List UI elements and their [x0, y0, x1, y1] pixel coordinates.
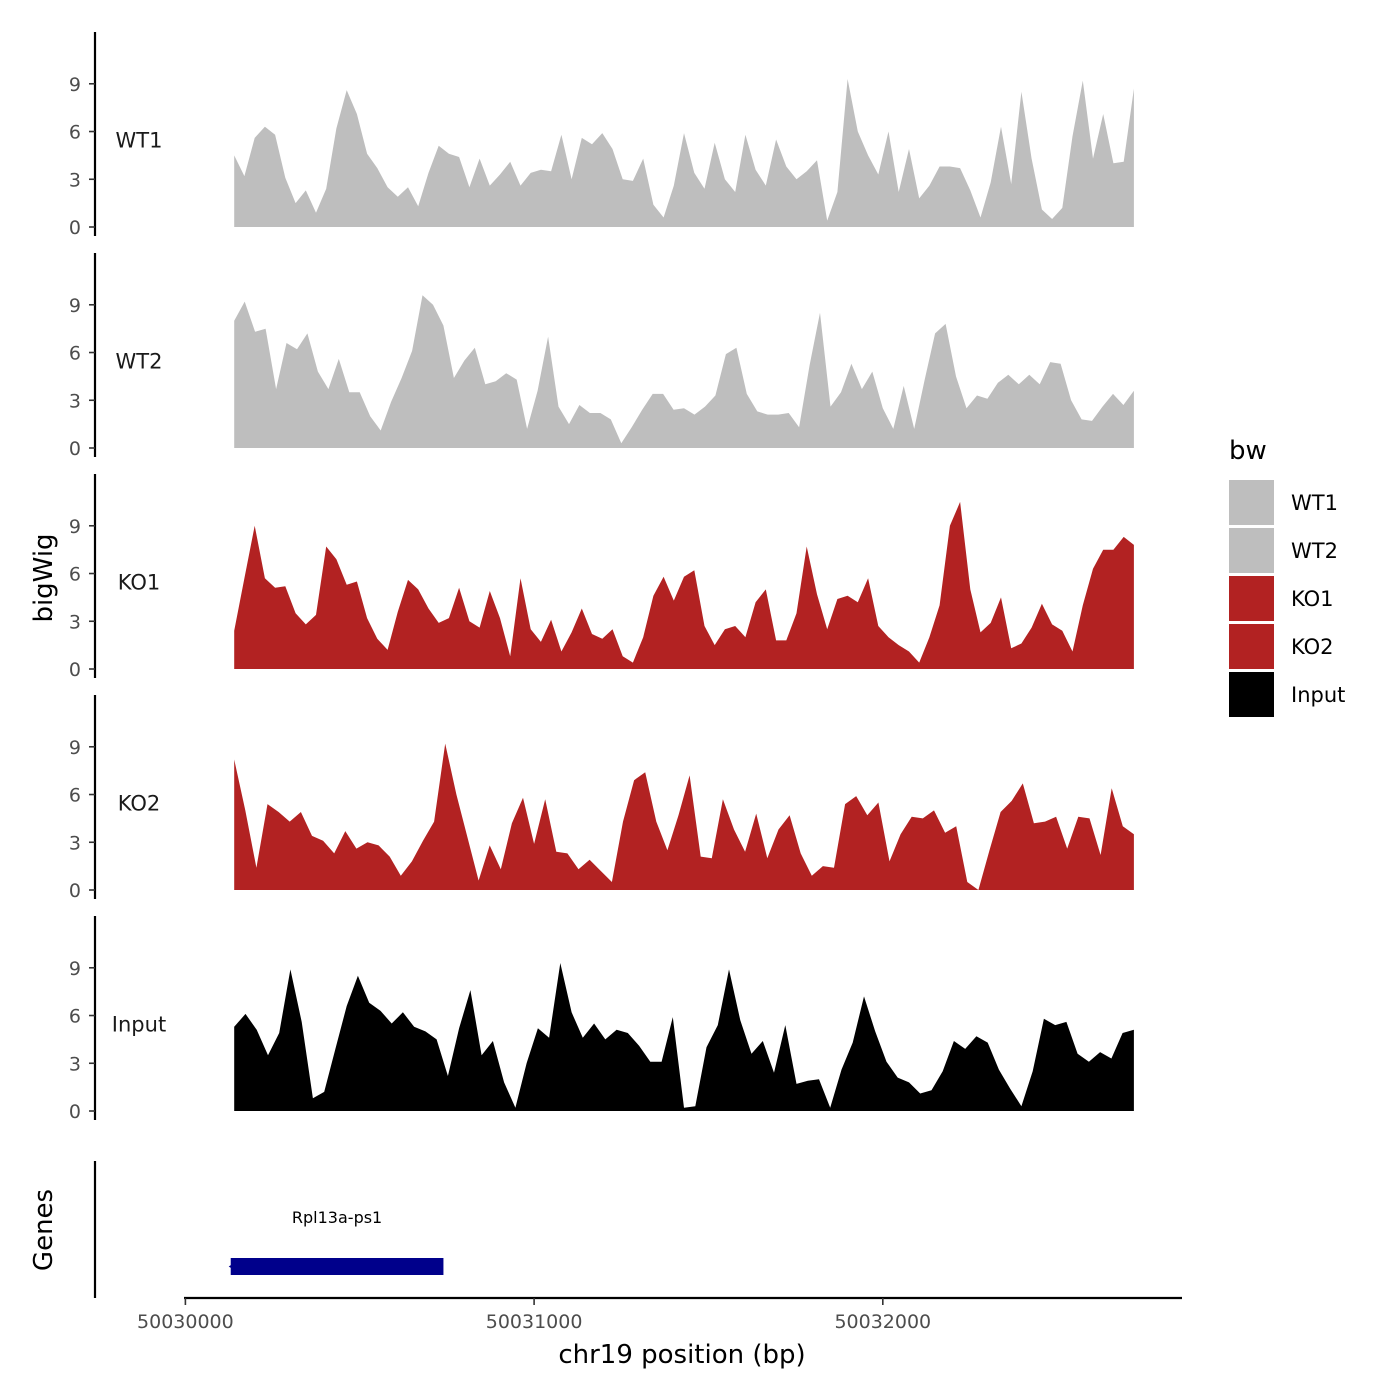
- y-tick-label: 6: [69, 122, 81, 144]
- y-tick-label: 9: [69, 958, 81, 980]
- y-tick-label: 9: [69, 737, 81, 759]
- legend-key-input: [1229, 672, 1274, 717]
- x-tick-label: 50030000: [137, 1311, 234, 1333]
- gene-label: Rpl13a-ps1: [292, 1208, 382, 1227]
- track-panel-input: 0 3 6 9 Input: [69, 916, 1134, 1123]
- genes-panel: Rpl13a-ps1: [93, 1161, 444, 1298]
- signal-area-wt1: [234, 79, 1134, 227]
- y-tick-label: 0: [69, 217, 81, 239]
- x-axis-title: chr19 position (bp): [558, 1340, 805, 1370]
- signal-area-input: [234, 963, 1134, 1111]
- panel-label-wt2: WT2: [116, 350, 163, 374]
- y-tick-label: 6: [69, 785, 81, 807]
- y-tick-label: 3: [69, 611, 81, 633]
- track-panel-wt2: 0 3 6 9 WT2: [69, 253, 1134, 460]
- legend-label-wt2: WT2: [1291, 539, 1338, 563]
- legend-label-wt1: WT1: [1291, 491, 1338, 515]
- x-axis: 50030000 50031000 50032000: [137, 1296, 1182, 1333]
- y-axis-title: bigWig: [29, 533, 59, 622]
- gene-strand-arrow: [228, 1262, 236, 1271]
- legend-key-wt1: [1229, 480, 1274, 525]
- y-tick-label: 3: [69, 390, 81, 412]
- signal-area-ko1: [234, 501, 1134, 669]
- panel-label-ko2: KO2: [118, 792, 161, 816]
- legend-label-ko2: KO2: [1291, 635, 1334, 659]
- legend-label-input: Input: [1291, 683, 1345, 707]
- track-panel-wt1: 0 3 6 9 WT1: [69, 32, 1134, 239]
- y-tick-label: 3: [69, 832, 81, 854]
- gene-body: [230, 1258, 444, 1275]
- legend-title: bw: [1229, 436, 1267, 466]
- y-tick-label: 3: [69, 1053, 81, 1075]
- legend: bw WT1 WT2 KO1 KO2 Input: [1229, 436, 1345, 717]
- panel-label-ko1: KO1: [118, 571, 161, 595]
- legend-key-wt2: [1229, 528, 1274, 573]
- legend-key-ko1: [1229, 576, 1274, 621]
- signal-area-wt2: [234, 295, 1134, 448]
- track-panel-ko1: 0 3 6 9 KO1: [69, 474, 1134, 681]
- y-tick-label: 0: [69, 659, 81, 681]
- track-panel-ko2: 0 3 6 9 KO2: [69, 695, 1134, 902]
- panel-label-wt1: WT1: [116, 129, 163, 153]
- y-tick-label: 6: [69, 564, 81, 586]
- y-tick-label: 9: [69, 516, 81, 538]
- signal-area-ko2: [234, 743, 1134, 890]
- y-tick-label: 0: [69, 438, 81, 460]
- track-panels: 0 3 6 9 WT1 0 3 6 9 WT2 0 3 6 9 KO1 0 3 6 9 KO2 0 3 6 9 Input Rpl…: [69, 32, 1134, 1298]
- legend-label-ko1: KO1: [1291, 587, 1334, 611]
- x-tick-label: 50031000: [486, 1311, 583, 1333]
- y-tick-label: 0: [69, 880, 81, 902]
- y-tick-label: 6: [69, 343, 81, 365]
- panel-label-input: Input: [112, 1013, 166, 1037]
- y-tick-label: 9: [69, 74, 81, 96]
- legend-key-ko2: [1229, 624, 1274, 669]
- y-tick-label: 3: [69, 169, 81, 191]
- genes-axis-title: Genes: [29, 1189, 59, 1271]
- y-tick-label: 9: [69, 295, 81, 317]
- y-tick-label: 6: [69, 1006, 81, 1028]
- x-tick-label: 50032000: [834, 1311, 931, 1333]
- y-tick-label: 0: [69, 1101, 81, 1123]
